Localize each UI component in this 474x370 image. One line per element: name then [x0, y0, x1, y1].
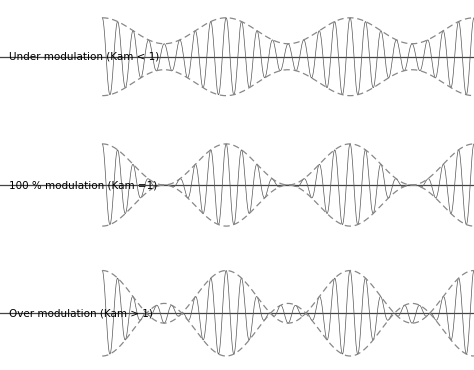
- Text: 100 % modulation (Kam =1): 100 % modulation (Kam =1): [9, 180, 157, 190]
- Text: Under modulation (Kam < 1): Under modulation (Kam < 1): [9, 52, 160, 62]
- Text: Over modulation (Kam > 1): Over modulation (Kam > 1): [9, 308, 153, 318]
